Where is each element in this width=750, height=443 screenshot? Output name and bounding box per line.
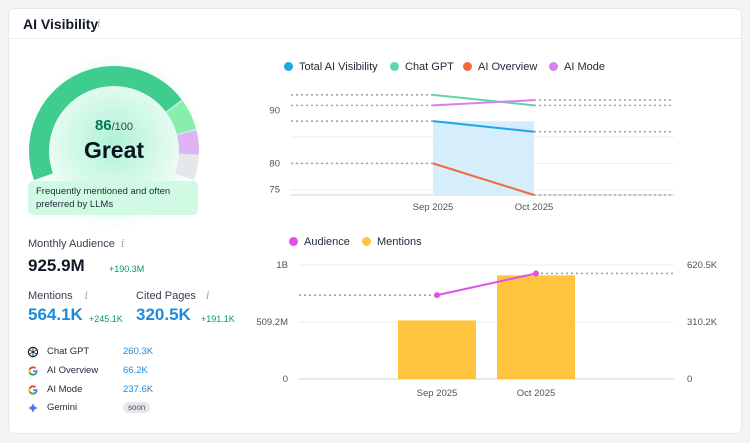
y-tick-label: 80 [269, 158, 280, 169]
audience-line [436, 272, 537, 297]
y-right-tick-label: 620.5K [687, 260, 718, 271]
monthly-audience-delta: +190.3M [109, 264, 145, 274]
series-line [432, 162, 535, 196]
y-left-tick-label: 0 [283, 374, 288, 385]
chatgpt-icon [27, 346, 39, 358]
score-value: 86 [94, 117, 112, 134]
source-row-ai-overview: AI Overview 66.2K [27, 364, 187, 380]
card-title: AI Visibility [23, 16, 99, 32]
x-tick-label: Sep 2025 [413, 202, 454, 213]
legend-ai-overview[interactable]: AI Overview [463, 60, 537, 74]
cited-pages-delta: +191.1K [201, 314, 235, 324]
gauge-fill [29, 66, 182, 181]
legend-label: AI Mode [564, 61, 605, 73]
legend-dot [390, 62, 399, 71]
cited-pages-label-text: Cited Pages [136, 290, 196, 302]
source-value[interactable]: 66.2K [123, 365, 148, 376]
mentions-bar [398, 320, 476, 379]
info-icon[interactable]: i [84, 289, 89, 302]
google-icon [28, 366, 38, 376]
card-header: AI Visibility i [9, 9, 741, 39]
monthly-audience-label-text: Monthly Audience [28, 238, 115, 250]
monthly-audience-value: 925.9M [28, 256, 85, 275]
x-tick-label: Sep 2025 [417, 388, 458, 399]
source-name: Gemini [47, 402, 78, 413]
gemini-icon [27, 402, 39, 414]
score-max: /100 [111, 121, 134, 133]
legend-dot [549, 62, 558, 71]
audience-point [533, 270, 539, 277]
y-tick-label: 75 [269, 185, 280, 196]
legend-label: Total AI Visibility [299, 61, 378, 73]
y-left-tick-label: 1B [276, 260, 288, 271]
series-line [432, 93, 535, 107]
mentions-label: Mentions i [28, 289, 88, 302]
x-tick-label: Oct 2025 [515, 202, 554, 213]
legend-ai-mode[interactable]: AI Mode [549, 60, 605, 74]
legend-chat-gpt[interactable]: Chat GPT [390, 60, 454, 74]
source-name: AI Mode [47, 384, 83, 395]
legend-label: Audience [304, 236, 350, 248]
x-tick-label: Oct 2025 [517, 388, 556, 399]
source-name: Chat GPT [47, 346, 90, 357]
legend-total-ai-visibility[interactable]: Total AI Visibility [284, 60, 378, 74]
gauge-arc [29, 66, 199, 181]
source-row-ai-mode: AI Mode 237.6K [27, 383, 187, 399]
source-row-chatgpt: Chat GPT 260.3K [27, 345, 187, 361]
source-row-gemini: Gemini soon [27, 401, 187, 417]
gauge-segment-purple [176, 130, 199, 155]
y-right-tick-label: 0 [687, 374, 692, 385]
legend-dot [284, 62, 293, 71]
mentions-value: 564.1K [28, 305, 83, 324]
audience-point [434, 292, 440, 299]
mentions-delta: +245.1K [89, 314, 123, 324]
soon-badge: soon [123, 402, 151, 413]
score-note: Frequently mentioned and often preferred… [28, 181, 198, 215]
source-name: AI Overview [47, 365, 99, 376]
score-line: 86/100 [19, 117, 209, 135]
mentions-label-text: Mentions [28, 290, 73, 302]
gauge-segment-light [166, 100, 197, 135]
info-icon[interactable]: i [97, 17, 101, 30]
series-line [432, 99, 535, 107]
legend-dot [289, 237, 298, 246]
info-icon[interactable]: i [120, 237, 125, 250]
score-label: Great [83, 137, 145, 163]
legend-dot [362, 237, 371, 246]
monthly-audience-label: Monthly Audience i [28, 237, 124, 250]
source-value[interactable]: 260.3K [123, 346, 154, 357]
legend-label: Chat GPT [405, 61, 454, 73]
info-icon[interactable]: i [205, 289, 210, 302]
mentions-bar [497, 275, 575, 379]
y-right-tick-label: 310.2K [687, 317, 718, 328]
cited-pages-value: 320.5K [136, 305, 191, 324]
highlight-area [433, 121, 534, 195]
y-tick-label: 90 [269, 106, 280, 117]
y-left-tick-label: 509.2M [256, 317, 288, 328]
ai-visibility-card: AI Visibility i 86/100 Great Frequently … [8, 8, 742, 434]
legend-mentions[interactable]: Mentions [362, 235, 422, 249]
cited-pages-label: Cited Pages i [136, 289, 209, 302]
legend-audience[interactable]: Audience [289, 235, 350, 249]
legend-dot [463, 62, 472, 71]
legend-label: Mentions [377, 236, 422, 248]
series-line [432, 120, 535, 133]
source-value[interactable]: 237.6K [123, 384, 154, 395]
google-icon [28, 385, 38, 395]
charts-canvas: 90 80 75 Sep 2025 Oct 2025 1B 509.2M 0 620.5K 310… [256, 93, 718, 399]
legend-label: AI Overview [478, 61, 538, 73]
